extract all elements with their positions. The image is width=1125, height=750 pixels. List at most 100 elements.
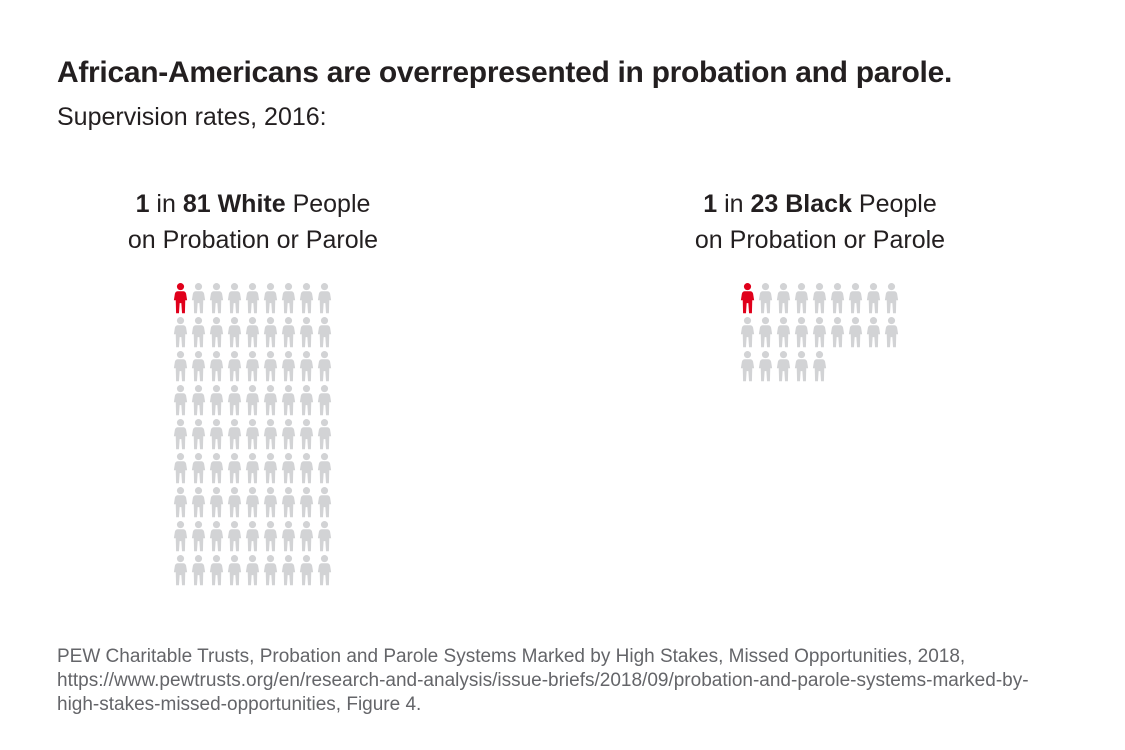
person-icon [298,453,315,484]
person-icon [316,317,333,348]
person-icon [298,283,315,314]
person-icon-highlighted [739,283,756,314]
person-icon [226,453,243,484]
person-icon [280,351,297,382]
person-icon [226,351,243,382]
person-icon [226,487,243,518]
person-icon [208,385,225,416]
group-label-line2: on Probation or Parole [694,226,946,254]
person-icon [316,521,333,552]
person-icon [226,521,243,552]
person-icon [208,555,225,586]
person-icon [190,453,207,484]
person-icon [280,385,297,416]
person-icon [262,555,279,586]
person-icon [262,453,279,484]
group-label-emphasis: 81 White [182,190,286,218]
person-icon [883,283,900,314]
person-icon [262,385,279,416]
person-icon [775,283,792,314]
group-label-line1: 1 in 81 White People [98,186,408,222]
chart-title: African-Americans are overrepresented in… [57,56,952,89]
person-icon [298,555,315,586]
person-icon [190,351,207,382]
person-icon [244,317,261,348]
person-icon [316,453,333,484]
person-icon [757,317,774,348]
person-icon [280,555,297,586]
person-icon [298,521,315,552]
person-icon [244,283,261,314]
group-label-emphasis: 1 [135,190,150,218]
person-icon [793,317,810,348]
group-label-emphasis: 23 Black [750,190,852,218]
person-icon [244,555,261,586]
person-icon [316,487,333,518]
person-icon [244,453,261,484]
person-icon [190,521,207,552]
person-icon [298,419,315,450]
group-label-text: People [851,190,937,218]
person-icon [298,351,315,382]
person-icon [226,385,243,416]
person-icon [829,283,846,314]
person-icon [244,521,261,552]
person-icon [316,385,333,416]
person-icon [244,385,261,416]
group-label-text: in [717,190,751,218]
pictograph-grid [172,283,334,586]
person-icon [316,419,333,450]
person-icon [811,283,828,314]
person-icon [226,283,243,314]
person-icon [208,521,225,552]
person-icon [190,487,207,518]
person-icon [172,487,189,518]
person-icon [190,317,207,348]
source-line: high-stakes-missed-opportunities, Figure… [57,694,422,715]
group-label-emphasis: 1 [703,190,718,218]
person-icon [226,555,243,586]
group-label-line2: on Probation or Parole [127,226,379,254]
person-icon [208,453,225,484]
person-icon [316,555,333,586]
person-icon [298,317,315,348]
person-icon [829,317,846,348]
group-label-line1: 1 in 23 Black People [665,186,975,222]
person-icon [262,487,279,518]
person-icon [190,419,207,450]
person-icon [865,283,882,314]
person-icon [865,317,882,348]
person-icon [883,317,900,348]
person-icon [280,487,297,518]
person-icon [226,317,243,348]
chart-subtitle: Supervision rates, 2016: [57,103,327,131]
person-icon [739,317,756,348]
person-icon [262,317,279,348]
person-icon [208,351,225,382]
person-icon [298,487,315,518]
person-icon [172,351,189,382]
person-icon [190,555,207,586]
source-line: https://www.pewtrusts.org/en/research-an… [57,670,1029,691]
person-icon [847,283,864,314]
person-icon [190,385,207,416]
person-icon [757,283,774,314]
person-icon [757,351,774,382]
group-label-text: in [149,190,183,218]
pictograph-group: 1 in 81 White People on Probation or Par… [98,186,408,586]
person-icon [811,351,828,382]
person-icon-highlighted [172,283,189,314]
person-icon [262,419,279,450]
person-icon [316,351,333,382]
person-icon [208,283,225,314]
person-icon [244,351,261,382]
person-icon [298,385,315,416]
person-icon [190,283,207,314]
person-icon [172,419,189,450]
person-icon [172,317,189,348]
person-icon [793,351,810,382]
person-icon [244,487,261,518]
person-icon [262,351,279,382]
person-icon [208,487,225,518]
